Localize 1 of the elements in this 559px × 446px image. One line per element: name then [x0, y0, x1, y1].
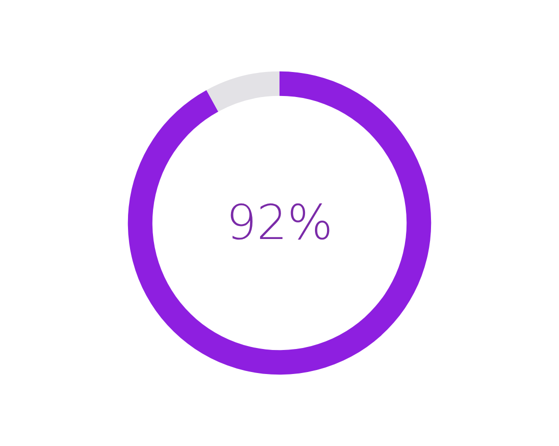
data-label: 92% — [226, 195, 333, 251]
